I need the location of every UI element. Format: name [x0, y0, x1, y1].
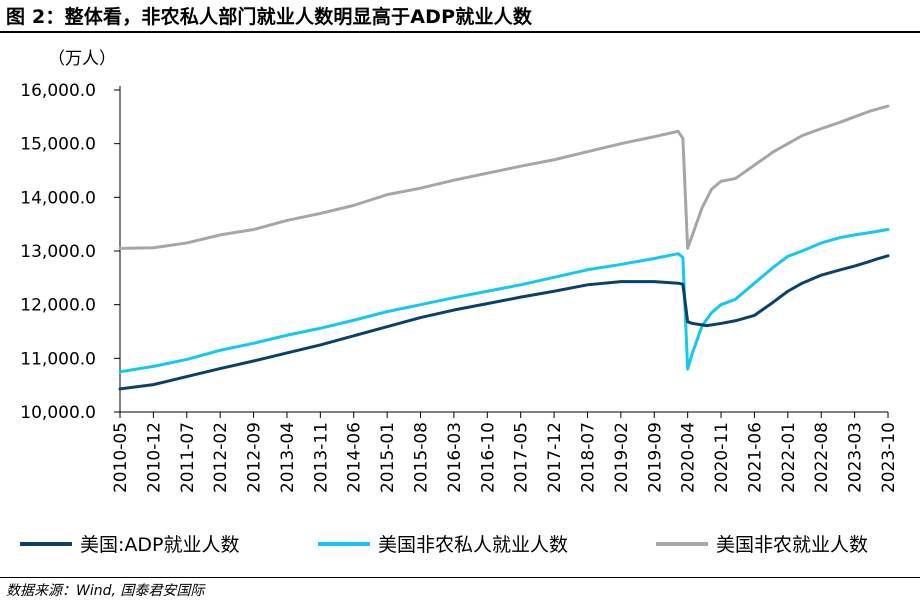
x-tick-label: 2022-08 [812, 422, 832, 493]
series-layer [118, 104, 890, 391]
x-tick-label: 2021-06 [745, 422, 765, 493]
x-tick-label: 2023-03 [846, 422, 866, 493]
y-axis: 10,000.0 11,000.0 12,000.0 13,000.0 14,000.0… [20, 81, 121, 423]
x-tick-label: 2015-08 [412, 422, 432, 493]
source-rule [0, 577, 920, 578]
legend-label-private: 美国非农私人就业人数 [378, 534, 568, 556]
x-tick-label: 2014-06 [345, 422, 365, 493]
x-tick-label: 2023-10 [879, 422, 899, 493]
x-tick-label: 2017-12 [545, 422, 565, 493]
x-tick-label: 2022-01 [779, 422, 799, 493]
legend: 美国:ADP就业人数 美国非农私人就业人数 美国非农就业人数 [20, 534, 868, 556]
x-tick-label: 2016-03 [445, 422, 465, 493]
y-tick-label: 15,000.0 [20, 135, 96, 155]
x-tick-label: 2015-01 [378, 422, 398, 493]
x-tick-label: 2020-04 [679, 422, 699, 493]
x-tick-label: 2012-09 [245, 422, 265, 493]
x-tick-label: 2016-10 [478, 422, 498, 493]
line-chart: （万人） 10,000.0 11,000.0 12,000.0 13,000.0 14,… [20, 49, 899, 556]
x-tick-label: 2020-11 [712, 422, 732, 493]
x-axis: 2010-05 2010-12 2011-07 2012-02 2012-09 2013-… [111, 411, 899, 493]
y-tick-label: 11,000.0 [20, 349, 96, 369]
x-tick-label: 2013-04 [278, 422, 298, 493]
series-line-private [118, 228, 890, 374]
x-tick-label: 2012-02 [211, 422, 231, 493]
y-tick-label: 12,000.0 [20, 296, 96, 316]
x-tick-label: 2010-12 [144, 422, 164, 493]
x-tick-label: 2017-05 [512, 422, 532, 493]
y-tick-label: 16,000.0 [20, 81, 96, 101]
x-tick-label: 2010-05 [111, 422, 131, 493]
x-tick-label: 2019-02 [612, 422, 632, 493]
y-tick-label: 13,000.0 [20, 242, 96, 262]
title-rule [0, 31, 920, 33]
source-note: 数据来源：Wind, 国泰君安国际 [6, 583, 205, 599]
x-tick-label: 2013-11 [311, 422, 331, 493]
y-axis-unit-label: （万人） [48, 49, 116, 69]
y-tick-label: 10,000.0 [20, 403, 96, 423]
series-line-nonfarm [118, 104, 890, 250]
x-tick-label: 2018-07 [578, 422, 598, 493]
legend-label-nonfarm: 美国非农就业人数 [716, 534, 868, 556]
y-tick-label: 14,000.0 [20, 188, 96, 208]
x-tick-label: 2019-09 [645, 422, 665, 493]
x-tick-label: 2011-07 [178, 422, 198, 493]
figure-title: 图 2：整体看，非农私人部门就业人数明显高于ADP就业人数 [6, 6, 533, 28]
legend-label-adp: 美国:ADP就业人数 [80, 534, 240, 556]
series-line-adp [118, 254, 890, 391]
